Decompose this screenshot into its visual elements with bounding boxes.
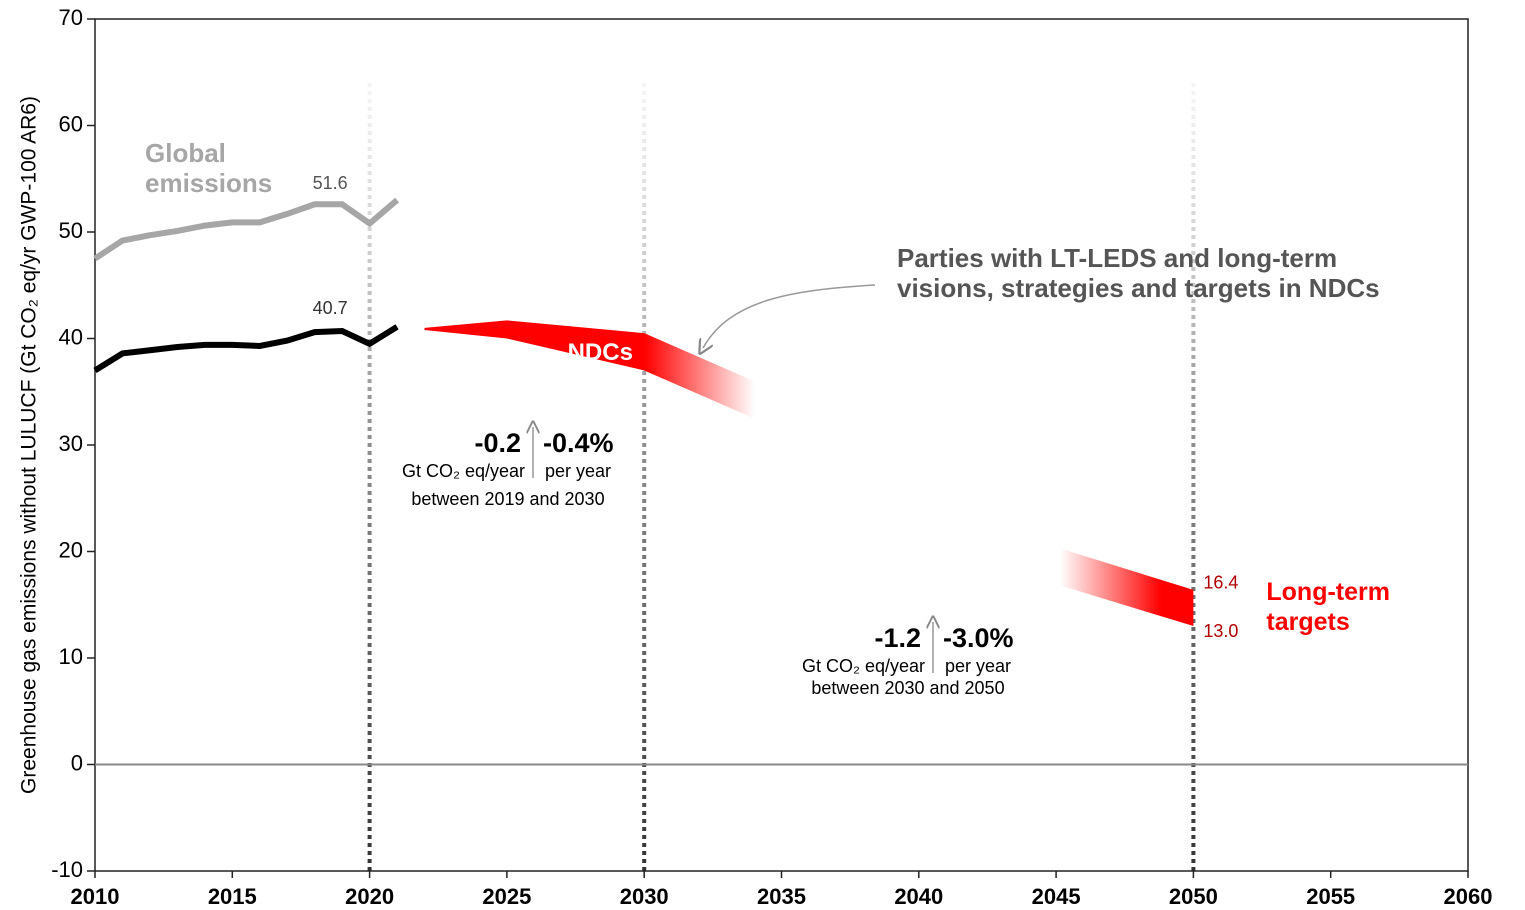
x-tick-label: 2035: [757, 884, 806, 909]
band: [424, 320, 755, 419]
x-tick-label: 2015: [208, 884, 257, 909]
x-tick-label: 2050: [1169, 884, 1218, 909]
x-tick-label: 2025: [482, 884, 531, 909]
y-tick-label: 20: [59, 537, 83, 562]
x-tick-label: 2010: [71, 884, 120, 909]
x-tick-label: 2020: [345, 884, 394, 909]
callout-text: Parties with LT-LEDS and long-term visio…: [897, 243, 1380, 303]
series-line: [93, 197, 400, 262]
rate-unit: Gt CO₂ eq/year: [402, 461, 525, 481]
data-label: 40.7: [313, 298, 348, 318]
x-tick-label: 2030: [620, 884, 669, 909]
band-value-label: 16.4: [1203, 573, 1238, 593]
rate-pct-unit: per year: [945, 656, 1011, 676]
y-tick-label: 10: [59, 644, 83, 669]
y-tick-label: 0: [71, 750, 83, 775]
rate-unit: Gt CO₂ eq/year: [802, 656, 925, 676]
y-tick-label: 40: [59, 324, 83, 349]
rate-value: -1.2: [874, 623, 921, 653]
plot-frame: [94, 18, 1469, 872]
band-label: Long-term targets: [1266, 578, 1390, 636]
x-tick-label: 2045: [1032, 884, 1081, 909]
y-tick-label: 60: [59, 111, 83, 136]
x-tick-label: 2040: [894, 884, 943, 909]
rate-period: between 2030 and 2050: [811, 678, 1004, 698]
callout-arrow: [703, 284, 876, 348]
annotation: 51.6: [313, 173, 348, 193]
x-tick-label: 2055: [1306, 884, 1355, 909]
y-tick-label: -10: [51, 857, 83, 882]
x-tick-label: 2060: [1444, 884, 1493, 909]
series-line: [93, 324, 399, 373]
rate-value: -0.2: [474, 428, 521, 458]
y-axis-label: Greenhouse gas emissions without LULUCF …: [18, 96, 41, 794]
y-tick-label: 70: [59, 5, 83, 30]
rate-period: between 2019 and 2030: [411, 489, 604, 509]
series-name: Global emissions: [145, 138, 273, 198]
rate-pct: -3.0%: [943, 623, 1014, 653]
band-value-label: 13.0: [1203, 621, 1238, 641]
rate-pct-unit: per year: [545, 461, 611, 481]
y-tick-label: 30: [59, 431, 83, 456]
band-label: NDCs: [568, 339, 633, 366]
rate-pct: -0.4%: [543, 428, 614, 458]
y-tick-label: 50: [59, 218, 83, 243]
band: [1001, 530, 1194, 627]
